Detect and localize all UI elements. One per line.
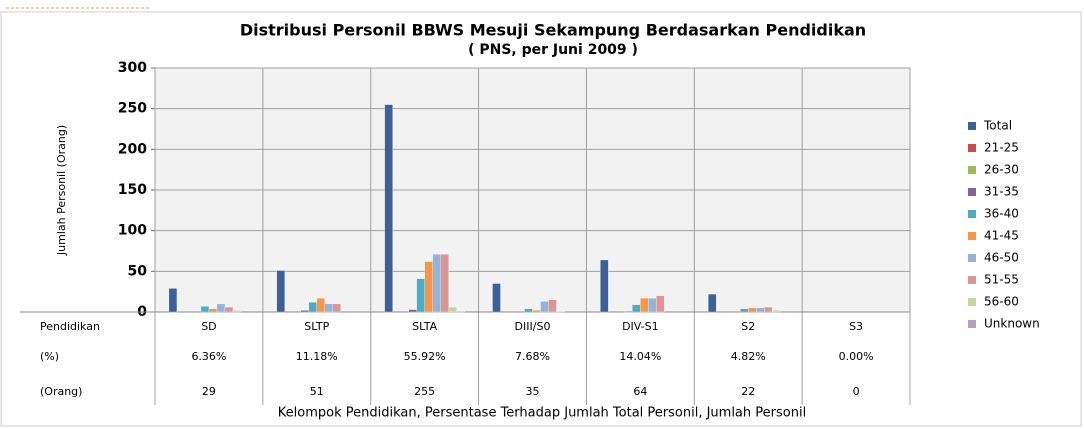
bar — [756, 307, 765, 313]
bar — [540, 301, 549, 313]
bar — [740, 308, 749, 313]
table-count: 35 — [526, 385, 540, 398]
legend-label: 51-55 — [984, 273, 1019, 287]
table-percent: 0.00% — [839, 350, 874, 363]
legend-swatch — [968, 254, 976, 262]
table-count: 22 — [741, 385, 755, 398]
legend-swatch — [968, 144, 976, 152]
bar — [432, 254, 441, 313]
bar — [448, 306, 457, 313]
table-count: 29 — [202, 385, 216, 398]
y-tick-label: 300 — [118, 60, 147, 76]
bar — [524, 308, 533, 313]
bar — [168, 288, 178, 313]
x-tick-label: S2 — [741, 320, 755, 333]
bar — [200, 306, 210, 313]
x-tick-label: DIV-S1 — [622, 320, 659, 333]
bar — [772, 310, 781, 313]
y-tick-label: 50 — [128, 263, 148, 279]
bar — [316, 298, 325, 313]
table-percent: 11.18% — [296, 350, 338, 363]
table-count: 255 — [414, 385, 435, 398]
legend-label: 21-25 — [984, 141, 1019, 155]
bar — [300, 310, 309, 313]
legend-label: 46-50 — [984, 251, 1019, 265]
table-count: 64 — [633, 385, 647, 398]
table-percent: 55.92% — [404, 350, 446, 363]
bar — [216, 303, 226, 313]
table-count: 51 — [310, 385, 324, 398]
bar — [332, 303, 341, 313]
table-row-label: (Orang) — [40, 385, 82, 398]
x-tick-label: SLTA — [412, 320, 437, 333]
bar — [556, 311, 565, 313]
table-row-label: (%) — [40, 350, 59, 363]
bar — [708, 293, 717, 313]
bar — [232, 310, 242, 313]
bar — [548, 299, 557, 313]
legend-swatch — [968, 188, 976, 196]
bar — [632, 304, 641, 313]
bar — [208, 308, 218, 313]
chart-subtitle: ( PNS, per Juni 2009 ) — [468, 42, 638, 58]
table-percent: 4.82% — [731, 350, 766, 363]
bar — [532, 310, 541, 313]
y-tick-label: 200 — [118, 141, 147, 157]
bar — [600, 259, 609, 313]
x-axis-label: Kelompok Pendidikan, Persentase Terhadap… — [278, 406, 806, 421]
bar — [764, 306, 773, 313]
legend-label: Unknown — [984, 317, 1040, 331]
legend-label: Total — [983, 119, 1012, 133]
bar — [408, 309, 417, 313]
bar — [416, 278, 425, 313]
y-tick-label: 250 — [118, 101, 147, 117]
chart-border — [0, 11, 1082, 427]
legend-swatch — [968, 276, 976, 284]
legend-label: 56-60 — [984, 295, 1019, 309]
legend-swatch — [968, 122, 976, 130]
bar — [456, 311, 465, 313]
y-tick-label: 100 — [118, 223, 147, 239]
table-count: 0 — [853, 385, 860, 398]
bar — [324, 303, 333, 313]
x-tick-label: SLTP — [304, 320, 329, 333]
legend-swatch — [968, 298, 976, 306]
legend-swatch — [968, 320, 976, 328]
x-tick-label: SD — [201, 320, 216, 333]
legend-swatch — [968, 210, 976, 218]
bar — [224, 306, 234, 313]
bar — [648, 298, 657, 313]
legend-label: 31-35 — [984, 185, 1019, 199]
legend-swatch — [968, 232, 976, 240]
legend-swatch — [968, 166, 976, 174]
bar — [656, 295, 665, 313]
legend-label: 26-30 — [984, 163, 1019, 177]
bar — [624, 311, 633, 313]
bar — [492, 283, 501, 313]
bar — [276, 270, 285, 313]
x-tick-label: DIII/S0 — [515, 320, 551, 333]
bar — [440, 254, 449, 313]
y-axis-label: Jumlah Personil (Orang) — [55, 125, 68, 256]
legend-label: 36-40 — [984, 207, 1019, 221]
table-row-label: Pendidikan — [40, 320, 100, 333]
chart-title: Distribusi Personil BBWS Mesuji Sekampun… — [240, 21, 866, 40]
bar — [308, 302, 317, 313]
y-tick-label: 150 — [118, 182, 147, 198]
table-percent: 7.68% — [515, 350, 550, 363]
table-percent: 14.04% — [619, 350, 661, 363]
bar — [384, 104, 393, 313]
bar — [748, 307, 757, 313]
bar — [424, 261, 433, 313]
legend-label: 41-45 — [984, 229, 1019, 243]
bar — [640, 298, 649, 313]
table-percent: 6.36% — [191, 350, 226, 363]
x-tick-label: S3 — [849, 320, 863, 333]
